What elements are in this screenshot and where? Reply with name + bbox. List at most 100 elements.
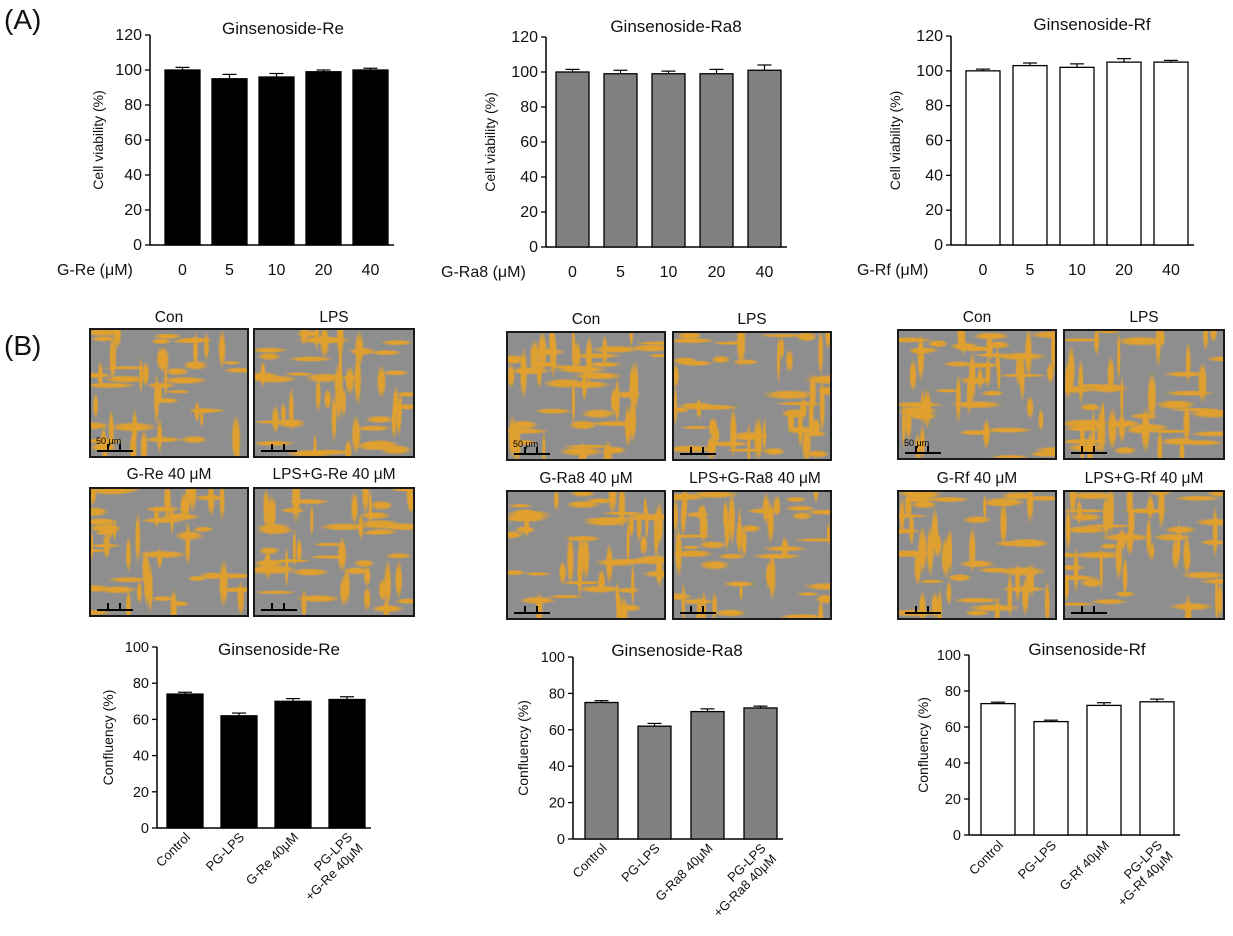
micrograph-re-lps — [253, 328, 415, 458]
bar — [651, 73, 686, 248]
y-axis-label: Confluency (%) — [515, 700, 531, 796]
bar — [1106, 61, 1142, 246]
bar — [603, 73, 638, 248]
scale-bar — [97, 603, 133, 611]
chart-title: Ginsenoside-Ra8 — [610, 17, 741, 36]
panel-label-a: (A) — [4, 4, 42, 35]
y-tick-label: 100 — [115, 62, 142, 79]
category-label: 5 — [225, 262, 234, 279]
y-tick-label: 0 — [133, 237, 142, 254]
micrograph-ra8-lps-gra8 — [672, 490, 832, 620]
y-tick-label: 40 — [520, 169, 538, 186]
y-tick-label: 80 — [549, 686, 565, 702]
y-tick-label: 0 — [953, 828, 961, 844]
bar — [637, 725, 672, 840]
bar — [328, 698, 366, 829]
y-axis-label: Cell viability (%) — [887, 91, 903, 191]
category-label: 0 — [178, 262, 187, 279]
scale-bar — [514, 447, 550, 455]
chart-title: Ginsenoside-Rf — [1033, 15, 1150, 34]
scale-bar — [1071, 606, 1107, 614]
y-tick-label: 40 — [925, 167, 943, 184]
micrograph-ra8-gra8 — [506, 490, 666, 620]
y-tick-label: 40 — [124, 167, 142, 184]
bar — [1059, 66, 1095, 246]
chart-title: Ginsenoside-Rf — [1028, 640, 1145, 659]
category-label: 5 — [1026, 262, 1035, 279]
category-label: PG-LPS — [203, 829, 248, 874]
category-label: Control — [966, 837, 1006, 877]
micro-title-rf-grf: G-Rf 40 μM — [936, 470, 1018, 487]
bar — [1086, 704, 1122, 836]
y-tick-label: 40 — [549, 759, 565, 775]
y-tick-label: 60 — [549, 723, 565, 739]
category-label: 40 — [362, 262, 380, 279]
chart-viability-rf: Ginsenoside-Rf Cell viability (%) 0 20 40 60 8… — [857, 15, 1194, 279]
micro-title-ra8-con: Con — [571, 311, 601, 328]
y-tick-label: 100 — [125, 640, 149, 656]
y-axis-label: Cell viability (%) — [90, 90, 106, 190]
micro-title-re-gre: G-Re 40 μM — [126, 466, 212, 483]
bar — [258, 76, 295, 246]
category-label: PG-LPS — [618, 840, 663, 885]
x-axis-label: G-Re (μM) — [57, 262, 133, 279]
micrograph-rf-con: 50 μm — [897, 329, 1057, 460]
micrograph-ra8-con: 50 μm — [506, 331, 666, 461]
bar — [352, 69, 389, 246]
y-tick-label: 0 — [141, 821, 149, 837]
micrograph-re-gre — [89, 487, 249, 617]
scale-bar — [680, 447, 716, 455]
y-tick-label: 20 — [549, 796, 565, 812]
bar — [690, 710, 725, 840]
scale-bar — [514, 606, 550, 614]
scale-bar-label: 50 μm — [96, 436, 122, 446]
bar — [305, 71, 342, 246]
y-tick-label: 40 — [133, 749, 149, 765]
x-axis-label: G-Rf (μM) — [857, 262, 928, 279]
bar — [1153, 61, 1189, 246]
micrograph-re-lps-gre — [253, 487, 415, 617]
scale-bar — [905, 446, 941, 454]
category-label: 20 — [315, 262, 333, 279]
scale-bar — [1071, 446, 1107, 454]
scale-bar-label: 50 μm — [513, 439, 539, 449]
category-label: 10 — [660, 264, 678, 281]
y-tick-label: 60 — [124, 132, 142, 149]
bar — [584, 701, 619, 840]
micrograph-re-con: 50 μm — [89, 328, 249, 458]
chart-confluency-re: Ginsenoside-Re Confluency (%) 0 20 40 60 80 100… — [100, 640, 371, 904]
category-label: 20 — [708, 264, 726, 281]
x-axis-label: G-Ra8 (μM) — [441, 264, 526, 281]
chart-confluency-rf: Ginsenoside-Rf Confluency (%) 0 20 40 60 80 100… — [915, 640, 1180, 909]
y-tick-label: 80 — [945, 684, 961, 700]
y-tick-label: 60 — [520, 134, 538, 151]
category-label: 40 — [756, 264, 774, 281]
bar — [980, 702, 1016, 836]
y-tick-label: 20 — [925, 202, 943, 219]
category-label: PG-LPS+G-Re 40μM — [291, 829, 366, 904]
y-axis-label: Confluency (%) — [915, 697, 931, 793]
bar — [699, 73, 734, 248]
bar — [274, 700, 312, 829]
y-tick-label: 100 — [511, 64, 538, 81]
micrograph-rf-grf — [897, 490, 1057, 620]
chart-title: Ginsenoside-Ra8 — [611, 641, 742, 660]
y-tick-label: 120 — [115, 27, 142, 44]
chart-viability-ra8: Ginsenoside-Ra8 Cell viability (%) 0 20 40 60… — [441, 17, 787, 281]
category-label: Control — [569, 840, 609, 880]
y-tick-label: 40 — [945, 756, 961, 772]
y-tick-label: 20 — [520, 204, 538, 221]
micrograph-rf-lps-grf — [1063, 490, 1225, 620]
micro-title-re-lps: LPS — [319, 309, 349, 326]
y-tick-label: 120 — [916, 28, 943, 45]
micro-title-ra8-lps: LPS — [737, 311, 767, 328]
bar — [1139, 701, 1175, 836]
category-label: G-Re 40μM — [243, 830, 301, 888]
category-label: PG-LPS — [1015, 837, 1060, 882]
category-label: 20 — [1115, 262, 1133, 279]
category-label: Control — [153, 829, 193, 869]
y-tick-label: 80 — [925, 98, 943, 115]
bar — [1012, 64, 1048, 246]
y-tick-label: 60 — [133, 712, 149, 728]
